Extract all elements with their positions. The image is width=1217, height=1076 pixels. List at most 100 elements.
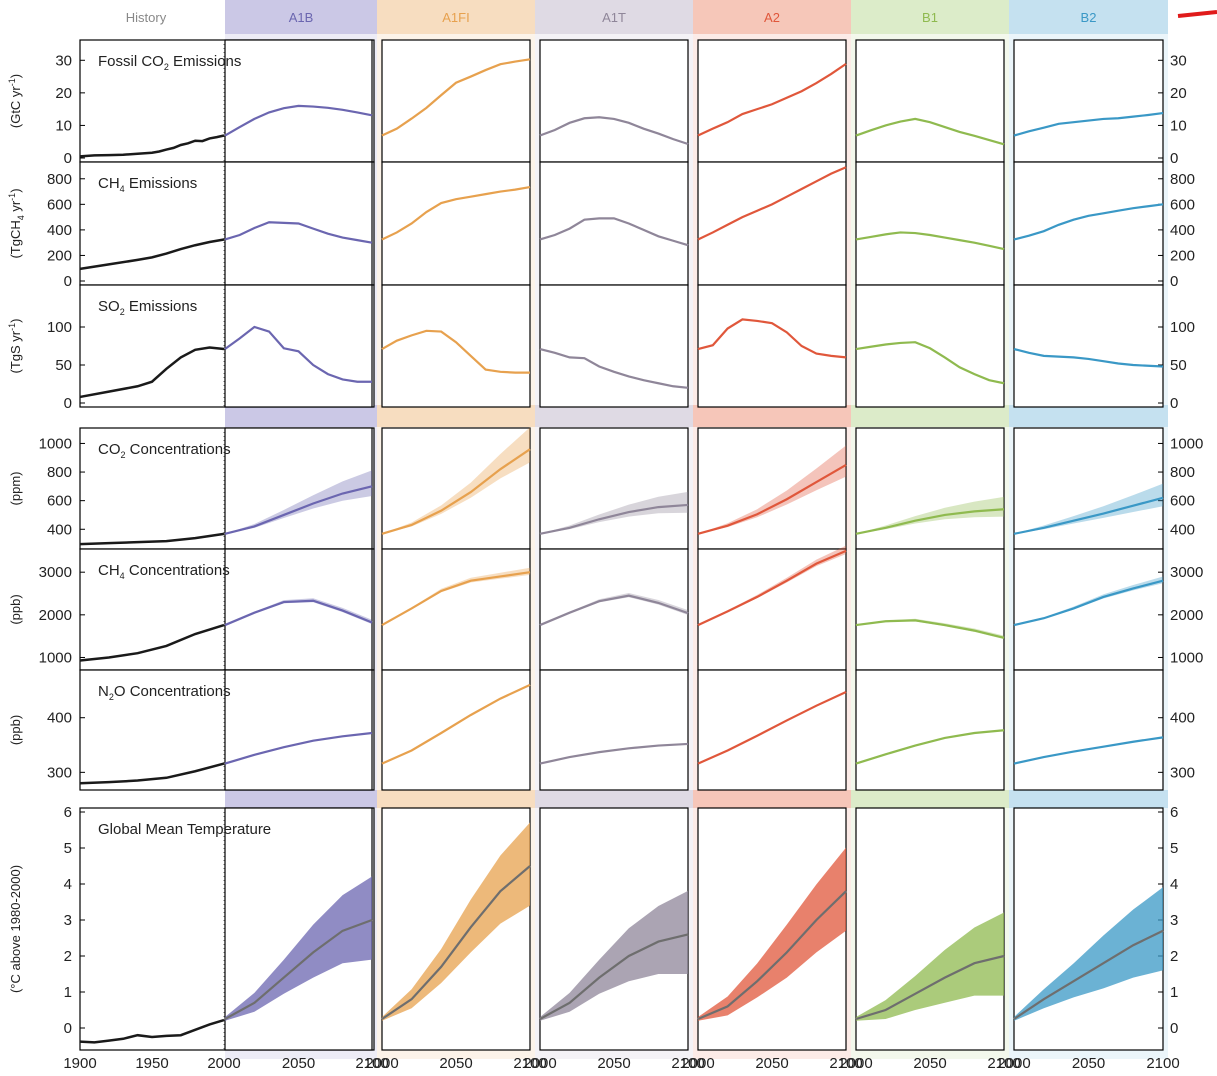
x-tick-scenario: 2050 (282, 1055, 315, 1072)
series-line-b1 (855, 508, 1005, 535)
history-line (79, 134, 225, 158)
uncertainty-band-b1 (856, 496, 1004, 534)
panel-frame-b2 (1013, 39, 1164, 163)
y-tick-right: 200 (1170, 247, 1195, 264)
panel-frame-a1t (539, 161, 689, 286)
panel-frame-a2 (697, 548, 847, 671)
band-gap-2 (535, 790, 693, 808)
series-line-a1t (539, 742, 689, 765)
y-tick-left: 20 (55, 85, 72, 102)
y-tick-left: 1 (64, 984, 72, 1001)
uncertainty-band-a1t (540, 890, 688, 1021)
panel-frame-a2 (697, 161, 847, 286)
series-line-a1fi (381, 329, 530, 374)
y-tick-right: 50 (1170, 357, 1187, 374)
x-tick-scenario: 2050 (597, 1055, 630, 1072)
series-line-b2 (1013, 347, 1164, 368)
y-tick-left: 0 (64, 273, 72, 290)
history-line (79, 1018, 225, 1044)
x-tick-scenario: 2100 (987, 1055, 1020, 1072)
series-line-a2 (697, 691, 847, 765)
panel-frame-a1b (224, 669, 373, 791)
y-tick-right: 6 (1170, 804, 1178, 821)
band-gap-1 (1009, 405, 1168, 427)
x-tick-scenario: 2100 (355, 1055, 388, 1072)
series-line-a1t (539, 347, 689, 389)
band-gap-2 (851, 790, 1009, 808)
panel-title: CO2 Concentrations (98, 441, 231, 460)
history-line (79, 238, 225, 271)
y-tick-left: 400 (47, 222, 72, 239)
x-tick-history: 1900 (63, 1055, 96, 1072)
y-tick-right: 30 (1170, 52, 1187, 69)
panel-frame-b2 (1013, 669, 1164, 791)
y-tick-left: 200 (47, 247, 72, 264)
band-gap-1 (225, 405, 377, 427)
y-tick-right: 600 (1170, 493, 1195, 510)
series-line-a2 (697, 166, 847, 241)
panel-frame-a1fi (381, 427, 531, 550)
panel-frame-a1t (539, 669, 689, 791)
y-axis-label: (TgCH4 yr-1) (7, 188, 26, 258)
series-line-b1 (855, 729, 1005, 765)
series-line-a2 (697, 549, 847, 627)
y-tick-right: 2 (1170, 948, 1178, 965)
header-cell-a1t (535, 0, 693, 34)
y-axis-label: (ppb) (8, 594, 23, 624)
history-line (79, 532, 225, 546)
x-tick-scenario: 2000 (997, 1055, 1030, 1072)
x-tick-scenario: 2050 (755, 1055, 788, 1072)
header-label-a1b: A1B (289, 10, 314, 25)
band-gap-2 (377, 790, 535, 808)
y-tick-right: 1 (1170, 984, 1178, 1001)
band-gap-2 (693, 790, 851, 808)
y-tick-left: 4 (64, 876, 72, 893)
y-tick-right: 0 (1170, 273, 1178, 290)
x-tick-scenario: 2000 (839, 1055, 872, 1072)
panel-frame-a1fi (381, 39, 531, 163)
series-line-a1fi (381, 683, 531, 765)
series-line-a1fi (381, 571, 531, 627)
panel-title: N2O Concentrations (98, 683, 231, 702)
header-label-a2: A2 (764, 10, 780, 25)
panel-frame-b1 (855, 427, 1005, 550)
panel-frame-a1fi (381, 669, 531, 791)
series-line-b1 (855, 231, 1005, 251)
y-tick-right: 100 (1170, 319, 1195, 336)
y-tick-right: 800 (1170, 464, 1195, 481)
x-tick-scenario: 2050 (913, 1055, 946, 1072)
series-line-a1fi (381, 58, 531, 137)
uncertainty-band-b2 (1014, 576, 1163, 626)
y-tick-left: 0 (64, 1020, 72, 1037)
panel-title: Fossil CO2 Emissions (98, 53, 241, 72)
series-line-b2 (1013, 203, 1164, 241)
panel-frame-a1b (224, 548, 373, 671)
y-axis-label: (ppb) (8, 715, 23, 745)
series-line-a1b (224, 731, 373, 765)
y-tick-left: 600 (47, 196, 72, 213)
red-marker-line (1177, 10, 1217, 18)
panel-title: SO2 Emissions (98, 298, 197, 317)
panel-frame-b1 (855, 39, 1005, 163)
series-line-b1 (855, 341, 1005, 385)
x-tick-scenario: 2100 (1146, 1055, 1179, 1072)
panel-frame-a1fi (381, 284, 531, 408)
y-tick-right: 800 (1170, 171, 1195, 188)
series-line-b2 (1013, 111, 1164, 137)
y-tick-right: 5 (1170, 840, 1178, 857)
uncertainty-band-a1b (225, 876, 372, 1021)
x-tick-history: 1950 (135, 1055, 168, 1072)
header-cell-a1fi (377, 0, 535, 34)
y-tick-right: 4 (1170, 876, 1178, 893)
x-tick-scenario: 2000 (681, 1055, 714, 1072)
series-line-a1fi (381, 865, 531, 1020)
header-cell-a1b (225, 0, 377, 34)
uncertainty-band-b2 (1014, 887, 1163, 1021)
y-axis-label: (GtC yr-1) (7, 74, 23, 128)
y-tick-right: 600 (1170, 196, 1195, 213)
band-gap-1 (851, 405, 1009, 427)
header-cell-b2 (1009, 0, 1168, 34)
series-line-a1b (224, 221, 373, 244)
x-tick-history: 2000 (207, 1055, 240, 1072)
